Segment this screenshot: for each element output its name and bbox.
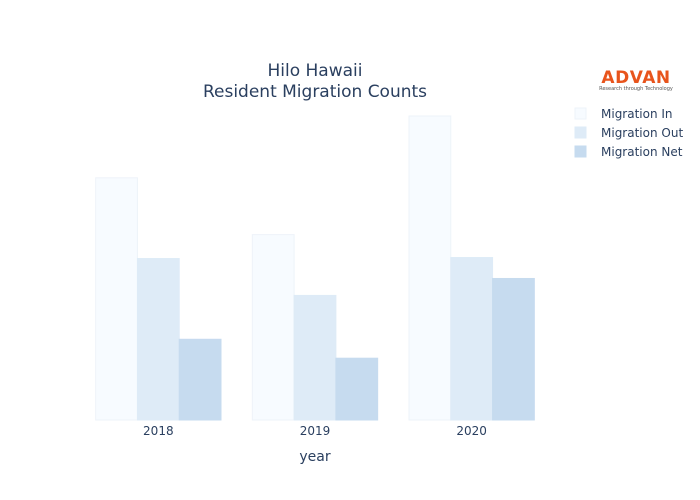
x-axis-title: year bbox=[299, 449, 330, 465]
chart-title-line-2: Resident Migration Counts bbox=[203, 82, 427, 102]
x-axis-ticks: 2018 2019 2020 bbox=[143, 424, 487, 438]
bar-migration-out-2020 bbox=[450, 257, 494, 421]
bar-migration-net-2020 bbox=[492, 277, 535, 421]
legend-swatch bbox=[574, 126, 587, 139]
legend-swatch bbox=[574, 145, 587, 158]
legend-swatch bbox=[574, 107, 587, 120]
x-tick-label: 2020 bbox=[456, 424, 487, 438]
legend-label: Migration Net bbox=[601, 145, 683, 159]
legend-item-migration-out[interactable]: Migration Out bbox=[574, 126, 683, 140]
legend-label: Migration In bbox=[601, 107, 673, 121]
legend-item-migration-in[interactable]: Migration In bbox=[574, 107, 673, 121]
logo-wordmark: ADVAN bbox=[601, 68, 670, 88]
bar-migration-out-2019 bbox=[293, 294, 337, 421]
legend-item-migration-net[interactable]: Migration Net bbox=[574, 145, 683, 159]
legend: Migration In Migration Out Migration Net bbox=[574, 107, 683, 159]
chart-title: Hilo Hawaii Resident Migration Counts bbox=[203, 61, 427, 102]
chart-title-line-1: Hilo Hawaii bbox=[267, 61, 362, 81]
bar-migration-net-2018 bbox=[178, 338, 222, 421]
bar-migration-in-2019 bbox=[251, 234, 295, 421]
bar-migration-in-2018 bbox=[95, 177, 138, 421]
bar-migration-net-2019 bbox=[335, 357, 379, 421]
logo-tagline: Research through Technology bbox=[599, 86, 673, 92]
bar-migration-out-2018 bbox=[136, 258, 180, 421]
legend-label: Migration Out bbox=[601, 126, 683, 140]
plot-area bbox=[95, 115, 535, 421]
advan-logo: ADVAN Research through Technology bbox=[599, 68, 673, 92]
bar-migration-in-2020 bbox=[408, 115, 452, 421]
x-tick-label: 2018 bbox=[143, 424, 174, 438]
x-tick-label: 2019 bbox=[300, 424, 331, 438]
